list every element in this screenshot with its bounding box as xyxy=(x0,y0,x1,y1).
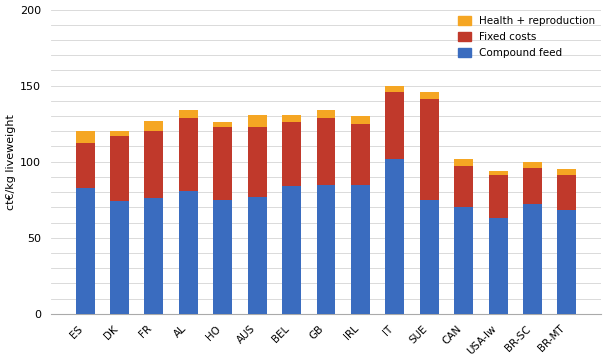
Bar xyxy=(213,127,232,200)
Bar xyxy=(179,110,198,118)
Bar xyxy=(179,191,198,314)
Bar xyxy=(248,197,266,314)
Bar xyxy=(144,131,163,198)
Bar xyxy=(489,176,507,218)
Bar xyxy=(213,122,232,127)
Bar xyxy=(282,186,301,314)
Bar xyxy=(316,185,336,314)
Bar xyxy=(144,198,163,314)
Bar xyxy=(420,200,439,314)
Bar xyxy=(351,116,370,124)
Bar xyxy=(316,118,336,185)
Bar xyxy=(351,124,370,185)
Y-axis label: ct€/kg liveweight: ct€/kg liveweight xyxy=(5,114,16,210)
Bar xyxy=(489,171,507,176)
Bar xyxy=(454,159,473,166)
Bar xyxy=(454,207,473,314)
Bar xyxy=(110,131,129,136)
Bar xyxy=(351,185,370,314)
Bar xyxy=(385,92,404,159)
Bar xyxy=(76,131,95,143)
Legend: Health + reproduction, Fixed costs, Compound feed: Health + reproduction, Fixed costs, Comp… xyxy=(454,12,599,62)
Bar xyxy=(557,169,577,176)
Bar xyxy=(213,200,232,314)
Bar xyxy=(523,204,542,314)
Bar xyxy=(385,86,404,92)
Bar xyxy=(523,162,542,168)
Bar xyxy=(282,114,301,122)
Bar xyxy=(420,99,439,200)
Bar xyxy=(248,114,266,127)
Bar xyxy=(316,110,336,118)
Bar xyxy=(76,143,95,188)
Bar xyxy=(282,122,301,186)
Bar xyxy=(76,188,95,314)
Bar xyxy=(420,92,439,99)
Bar xyxy=(489,218,507,314)
Bar xyxy=(110,201,129,314)
Bar xyxy=(144,121,163,131)
Bar xyxy=(385,159,404,314)
Bar xyxy=(110,136,129,201)
Bar xyxy=(179,118,198,191)
Bar xyxy=(557,210,577,314)
Bar xyxy=(523,168,542,204)
Bar xyxy=(557,176,577,210)
Bar xyxy=(454,166,473,207)
Bar xyxy=(248,127,266,197)
